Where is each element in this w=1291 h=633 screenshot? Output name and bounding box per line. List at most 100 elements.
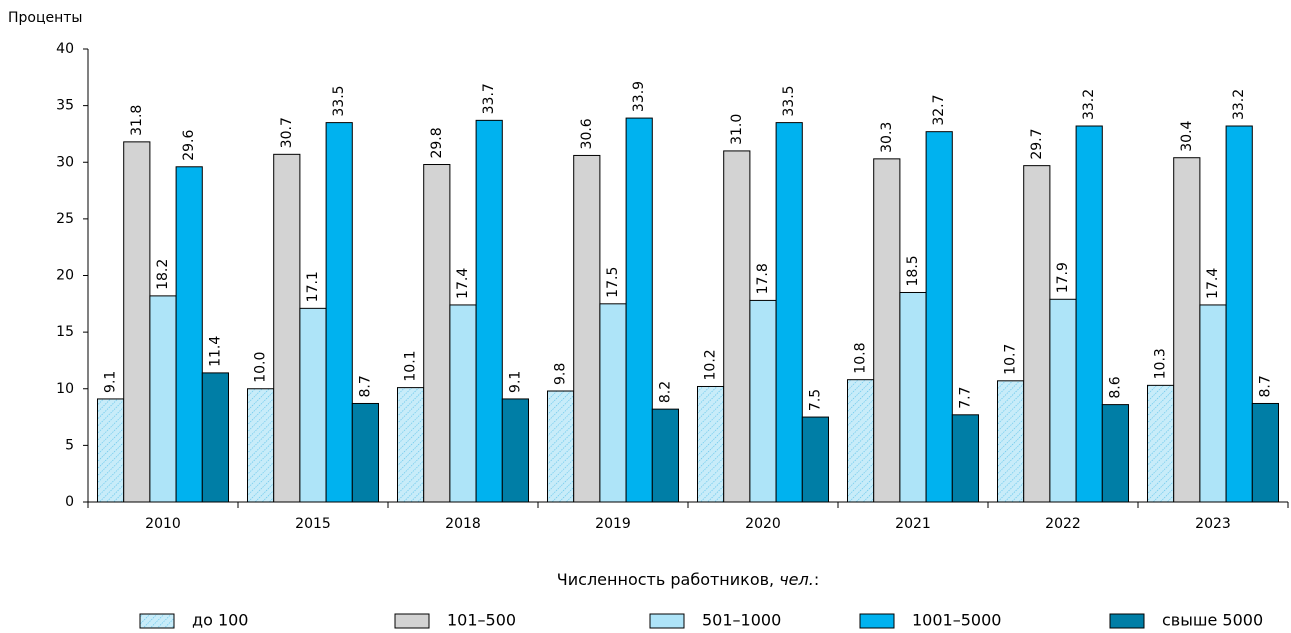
bar [625,117,653,503]
y-tick-label: 0 [65,494,74,510]
bar [697,385,725,503]
value-label: 10.2 [703,349,719,380]
bar [723,150,751,503]
bar [123,141,151,503]
y-tick-label: 25 [56,211,74,227]
bar [749,299,777,503]
value-label: 10.3 [1153,348,1169,379]
value-label: 9.8 [553,363,569,385]
y-tick-label: 35 [56,98,74,114]
x-tick-label: 2015 [295,516,331,532]
x-tick-label: 2023 [1195,516,1231,532]
value-label: 7.5 [807,389,823,411]
legend-label: свыше 5000 [1162,611,1263,630]
legend-label: до 100 [192,611,248,630]
bar [397,387,425,503]
legend-swatch [649,613,685,629]
value-label: 8.6 [1107,376,1123,398]
x-tick-label: 2010 [145,516,181,532]
bar [599,303,627,503]
value-label: 10.8 [853,343,869,374]
bar [651,408,679,503]
value-label: 10.1 [403,350,419,381]
x-tick-label: 2021 [895,516,931,532]
bar [775,122,803,503]
bar [1049,298,1077,503]
value-label: 33.7 [481,83,497,114]
value-label: 33.2 [1231,89,1247,120]
bar [449,304,477,503]
y-tick-label: 10 [56,381,74,397]
y-tick-label: 20 [56,268,74,284]
bar [1147,384,1175,503]
value-label: 18.2 [155,259,171,290]
value-label: 8.2 [657,381,673,403]
value-label: 17.5 [605,267,621,298]
value-label: 11.4 [207,336,223,367]
bar [573,154,601,503]
y-tick-label: 40 [56,41,74,57]
bar [1075,125,1103,503]
value-label: 9.1 [103,371,119,393]
bar [149,295,177,503]
bar [1101,404,1130,503]
bar [247,388,275,503]
value-label: 33.5 [781,85,797,116]
value-label: 33.2 [1081,89,1097,120]
legend-label: 1001–5000 [912,611,1001,630]
bar [925,131,953,503]
bar [501,398,529,503]
bar [547,390,575,503]
bar [873,158,901,503]
bar [1173,157,1201,503]
value-label: 10.0 [253,352,269,383]
bar [1199,304,1227,503]
value-label: 32.7 [931,95,947,126]
value-label: 30.7 [279,117,295,148]
bar [997,380,1025,503]
bar [201,372,230,503]
x-tick-label: 2020 [745,516,781,532]
value-label: 17.4 [455,268,471,299]
bar [423,164,451,503]
legend-swatch [139,613,175,629]
value-label: 29.6 [181,130,197,161]
y-tick-label: 15 [56,324,74,340]
value-label: 31.8 [129,105,145,136]
value-label: 17.8 [755,263,771,294]
legend-swatch [859,613,895,629]
bar [1023,165,1051,503]
value-label: 17.4 [1205,268,1221,299]
bar [97,398,125,503]
value-label: 9.1 [507,371,523,393]
value-label: 17.9 [1055,262,1071,293]
y-tick-label: 30 [56,154,74,170]
bar [951,414,979,503]
value-label: 18.5 [905,255,921,286]
bar [475,119,503,503]
legend-label: 501–1000 [702,611,781,630]
bar [299,307,327,503]
value-label: 10.7 [1003,344,1019,375]
value-label: 33.9 [631,81,647,112]
value-label: 17.1 [305,271,321,302]
bar [325,122,353,503]
bar [899,291,927,503]
legend-swatch [394,613,430,629]
value-label: 30.6 [579,118,595,149]
bar [801,416,829,503]
legend-title: Численность работников, чел.: [557,570,819,589]
bar [175,166,203,503]
legend-swatch [1109,613,1145,629]
x-tick-label: 2019 [595,516,631,532]
y-axis-label: Проценты [8,10,82,26]
value-label: 8.7 [1257,375,1273,397]
value-label: 30.3 [879,122,895,153]
value-label: 8.7 [357,375,373,397]
legend-label: 101–500 [447,611,516,630]
x-tick-label: 2018 [445,516,481,532]
value-label: 29.7 [1029,128,1045,159]
bar [1251,402,1280,503]
bar [847,379,875,503]
